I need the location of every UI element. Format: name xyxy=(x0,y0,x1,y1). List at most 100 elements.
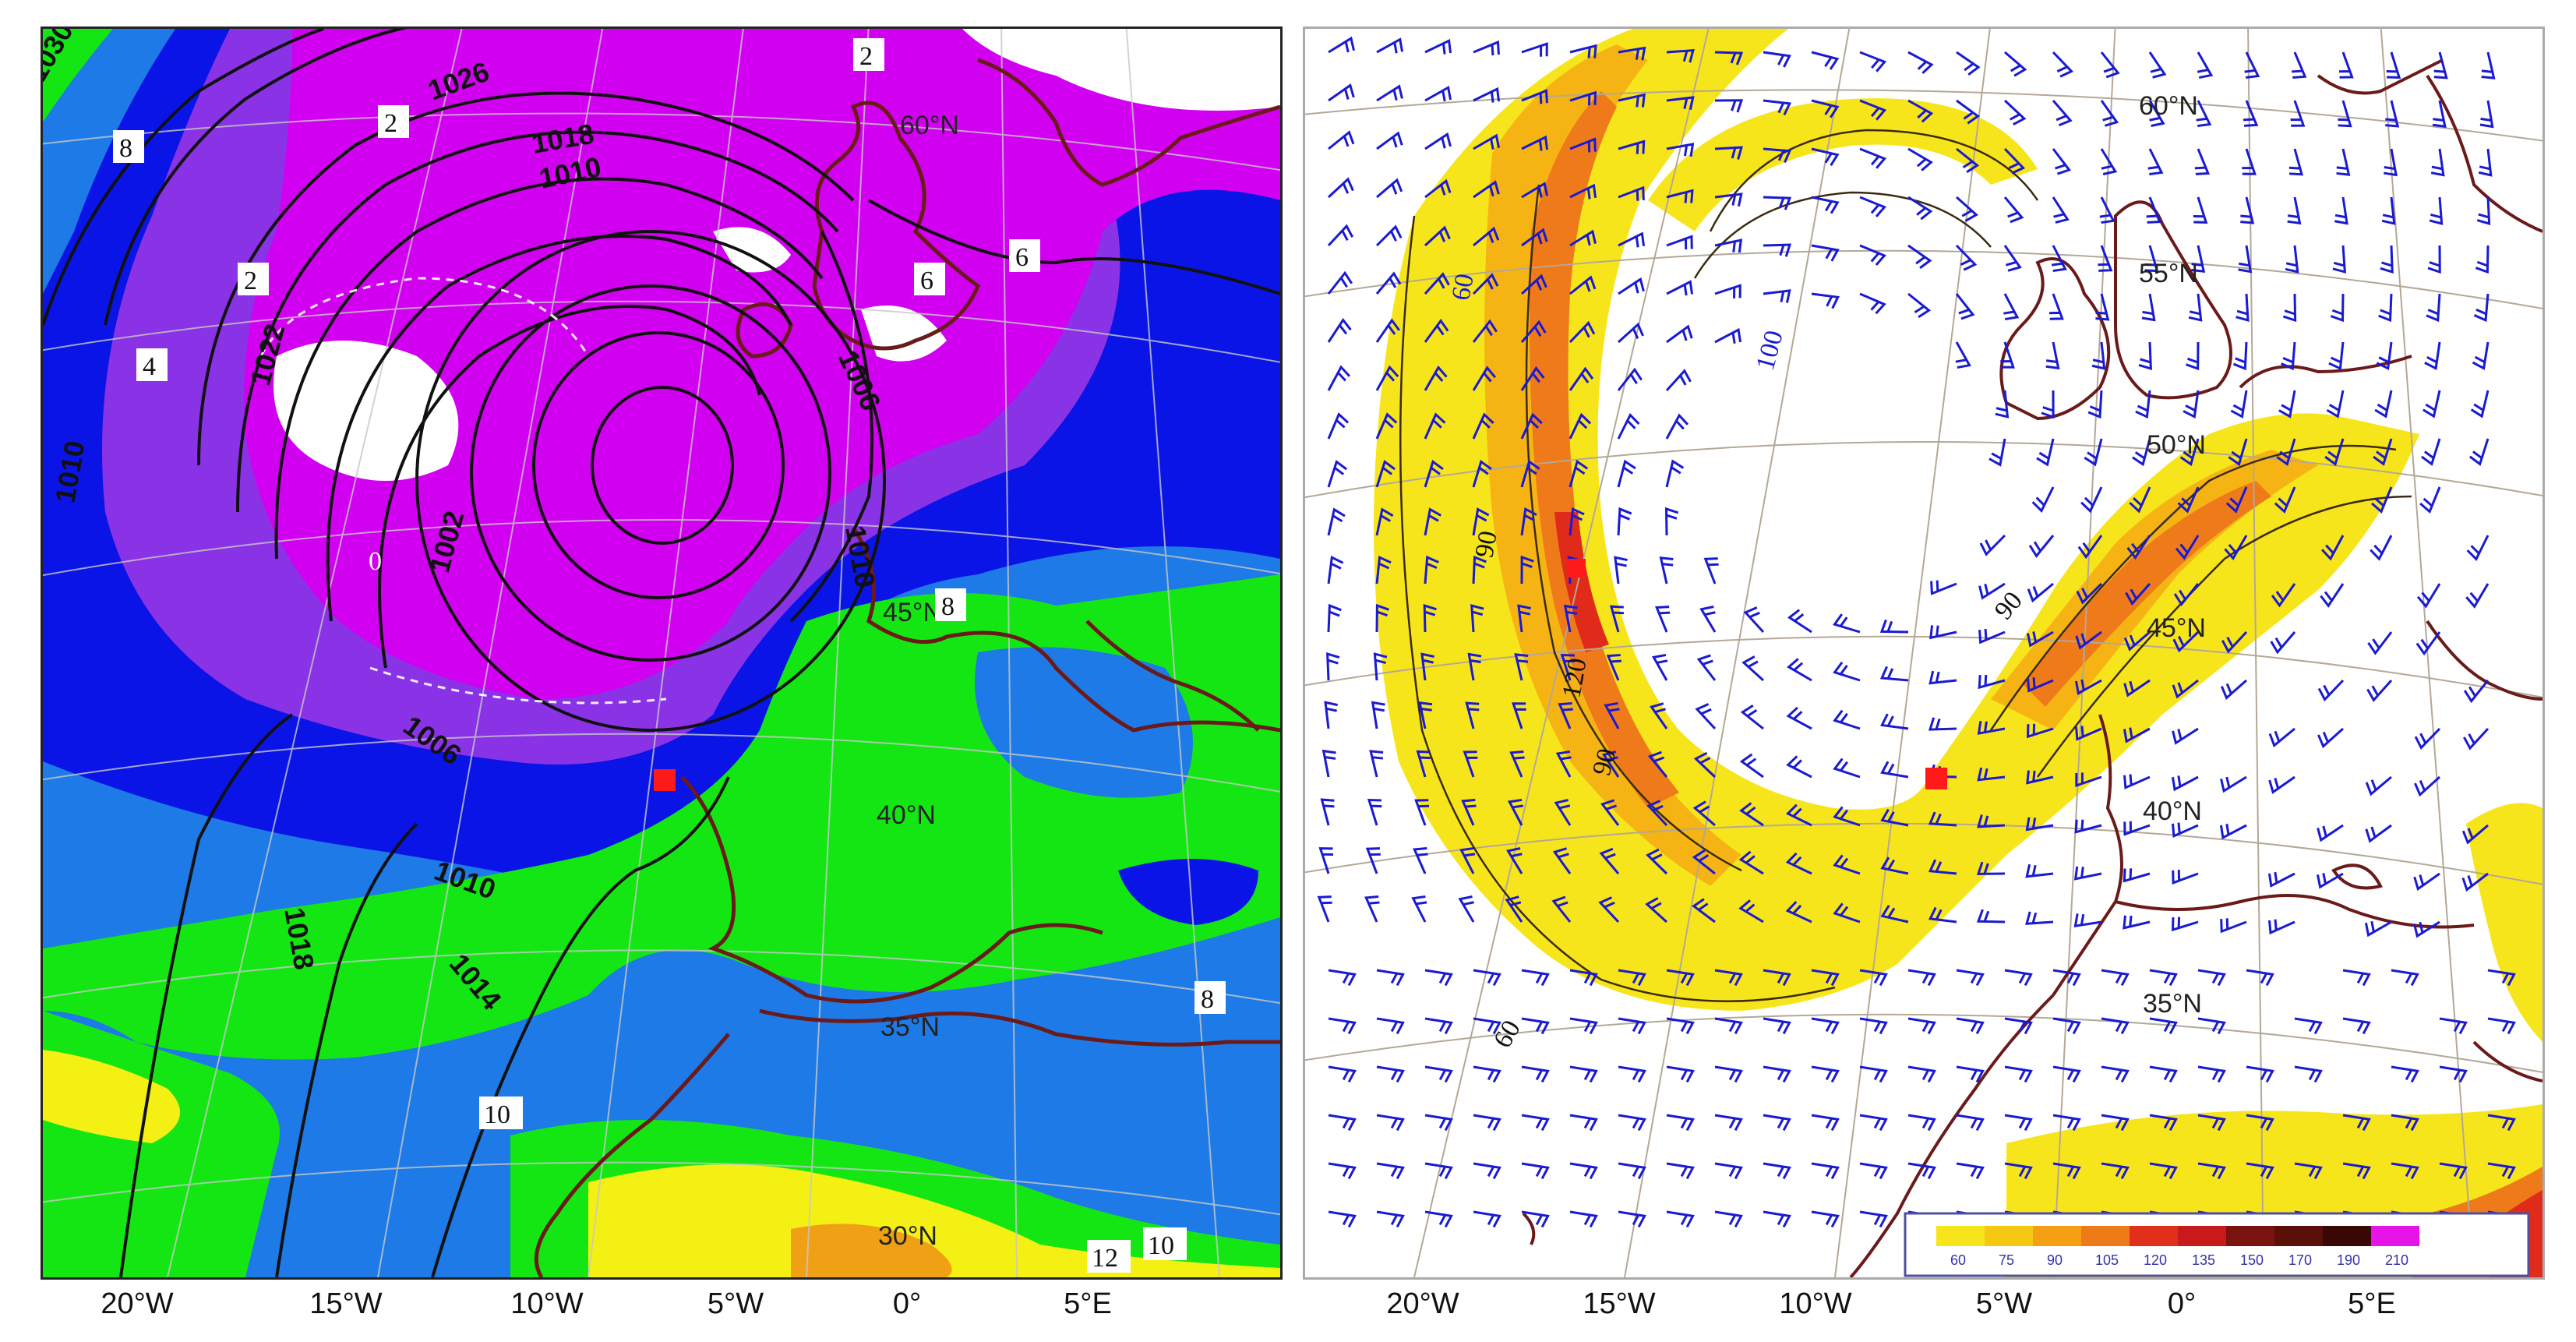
wind-barb xyxy=(1666,96,1695,110)
wind-barb xyxy=(1833,758,1861,779)
wind-barb xyxy=(1618,1065,1646,1083)
wind-barb xyxy=(2004,1065,2033,1083)
right-red-marker xyxy=(1925,768,1947,789)
wind-barb xyxy=(1414,799,1430,826)
box-label-8b: 8 xyxy=(935,588,966,621)
colorbar-swatch xyxy=(2033,1226,2081,1246)
wind-barb xyxy=(1741,655,1765,682)
wind-barb xyxy=(1859,1017,1888,1035)
left-lat-35: 35°N xyxy=(880,1012,940,1042)
wind-barb xyxy=(1714,1114,1743,1132)
left-lat-40: 40°N xyxy=(877,800,936,830)
wind-barb xyxy=(1811,147,1840,167)
wind-barb xyxy=(1703,557,1719,584)
right-lat-40: 40°N xyxy=(2143,796,2202,826)
wind-barb xyxy=(1714,1065,1743,1083)
wind-barb xyxy=(1618,1114,1646,1132)
wind-barb xyxy=(1328,36,1355,54)
wind-barb xyxy=(1424,38,1452,55)
wind-barb xyxy=(1554,799,1572,826)
wind-barb xyxy=(1738,850,1764,875)
colorbar-tick-label: 135 xyxy=(2192,1252,2215,1268)
wind-barb xyxy=(1375,460,1396,488)
right-lon-10w: 10°W xyxy=(1779,1287,1852,1320)
wind-barb xyxy=(1507,798,1524,826)
left-map-canvas: 60°N 45°N 40°N 35°N 30°N 1030 1026 1018 … xyxy=(43,29,1280,1277)
wind-barb xyxy=(2366,680,2393,702)
box-label-8c: 8 xyxy=(1194,981,1226,1014)
wind-barb xyxy=(1375,271,1402,295)
wind-barb xyxy=(1373,652,1388,681)
wind-barb xyxy=(2246,1114,2274,1132)
left-lon-5w: 5°W xyxy=(707,1287,764,1320)
box-label-6b: 6 xyxy=(914,263,945,295)
wind-barb xyxy=(1763,1210,1791,1228)
wind-barb xyxy=(2317,824,2344,842)
wind-barb xyxy=(2188,293,2203,322)
wind-barb xyxy=(2413,872,2440,892)
wind-barb xyxy=(2380,245,2394,274)
wind-barb xyxy=(1977,721,2006,735)
wind-barb xyxy=(1472,507,1490,536)
wind-barb xyxy=(1763,289,1791,303)
wind-barb xyxy=(2316,872,2344,889)
wind-barb xyxy=(1879,619,1909,634)
wind-barb xyxy=(1514,653,1529,681)
wind-barb xyxy=(2123,774,2151,789)
wind-barb xyxy=(2099,196,2115,224)
wind-barb xyxy=(1988,438,2006,467)
wind-barb xyxy=(2463,727,2490,750)
wind-barb xyxy=(1956,1162,1985,1180)
wind-barb xyxy=(1327,270,1353,295)
wind-barb xyxy=(1907,1114,1936,1132)
wind-barb xyxy=(1879,666,1909,682)
colorbar-tick-label: 90 xyxy=(2047,1252,2063,1268)
wind-barb xyxy=(2294,1017,2323,1035)
wind-barb xyxy=(2197,1162,2226,1180)
wind-barb xyxy=(1833,854,1861,875)
wind-barb xyxy=(1424,1210,1453,1228)
wind-barb xyxy=(2487,1162,2516,1180)
wind-barb xyxy=(2224,535,2248,560)
wind-barb xyxy=(2004,51,2027,77)
wind-barb xyxy=(2076,582,2103,605)
colorbar-tick-label: 150 xyxy=(2240,1252,2264,1268)
wind-barb xyxy=(2132,438,2151,467)
wind-barb xyxy=(2246,969,2274,987)
wind-barb xyxy=(1328,1065,1357,1083)
wind-barb xyxy=(1569,1162,1598,1180)
colorbar-swatch xyxy=(1985,1226,2033,1246)
wind-barb xyxy=(2317,679,2345,702)
wind-barb xyxy=(1665,459,1685,488)
wind-barb xyxy=(1739,753,1764,779)
wind-barb xyxy=(2197,1065,2226,1083)
box-label-2b: 2 xyxy=(378,105,409,138)
svg-text:6: 6 xyxy=(1015,243,1029,272)
right-lon-5e: 5°E xyxy=(2348,1287,2396,1320)
wind-barb xyxy=(1695,703,1717,730)
left-yellow-bottom xyxy=(588,1164,1280,1277)
wind-barb xyxy=(1956,969,1985,987)
wind-barb xyxy=(2075,726,2102,741)
wind-barb xyxy=(1714,51,1744,65)
left-lon-10w: 10°W xyxy=(510,1287,584,1320)
wind-barb xyxy=(1978,628,2006,645)
wind-barb xyxy=(2149,1065,2178,1083)
wind-barb xyxy=(2098,245,2113,272)
wind-barb xyxy=(1618,185,1645,201)
wind-barb xyxy=(1367,798,1382,826)
left-graticule xyxy=(43,29,1280,1277)
wind-barb xyxy=(1473,1162,1501,1180)
contour-label-90a: 90 xyxy=(1470,528,1502,560)
wind-barb xyxy=(2282,293,2297,323)
colorbar-swatches xyxy=(1936,1226,2419,1246)
wind-barb xyxy=(1376,37,1404,54)
colorbar-tick-label: 210 xyxy=(2385,1252,2408,1268)
wind-barb xyxy=(1521,1065,1550,1083)
wind-barb xyxy=(2281,341,2296,371)
wind-barb xyxy=(1520,366,1545,391)
wind-barb xyxy=(1859,1114,1888,1132)
right-map-panel: 60 90 90 120 90 100 60 60°N 55°N 50°N 45… xyxy=(1303,26,2545,1280)
wind-barb xyxy=(1375,603,1389,633)
wind-barb xyxy=(2026,770,2054,785)
